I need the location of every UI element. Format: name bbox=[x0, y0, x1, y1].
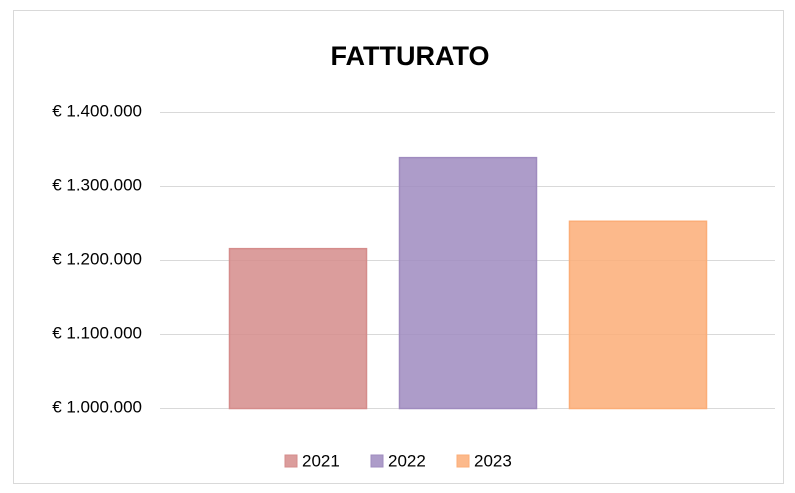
y-tick-label: € 1.200.000 bbox=[52, 249, 142, 268]
chart-title: FATTURATO bbox=[331, 41, 490, 71]
y-tick-label: € 1.000.000 bbox=[52, 397, 142, 416]
legend-swatch bbox=[370, 454, 384, 468]
legend-label: 2023 bbox=[474, 451, 512, 470]
bar bbox=[398, 156, 538, 410]
y-tick-label: € 1.100.000 bbox=[52, 323, 142, 342]
legend-swatch bbox=[456, 454, 470, 468]
y-tick-label: € 1.400.000 bbox=[52, 101, 142, 120]
y-tick-label: € 1.300.000 bbox=[52, 175, 142, 194]
bar bbox=[568, 220, 708, 410]
legend-label: 2021 bbox=[302, 451, 340, 470]
bar bbox=[228, 247, 368, 410]
legend-label: 2022 bbox=[388, 451, 426, 470]
legend-swatch bbox=[284, 454, 298, 468]
